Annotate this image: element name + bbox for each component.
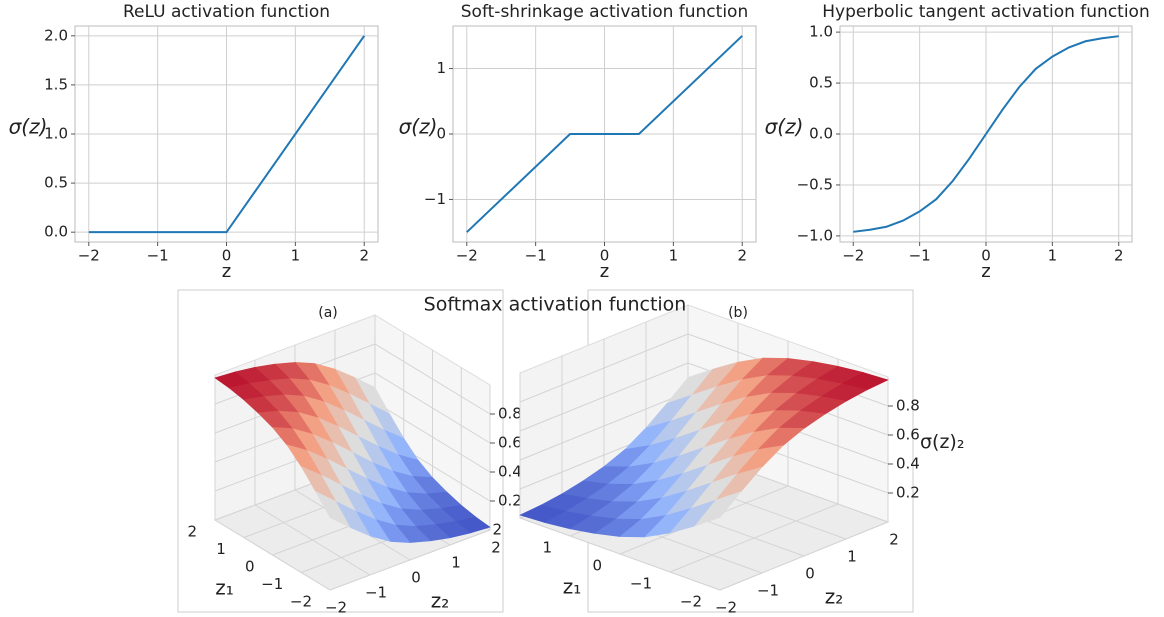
x-tick-label: −1 [630,575,652,593]
x-tick-label: −1 [261,575,283,593]
z-tick-label: 0.2 [498,492,522,510]
surface-cell [694,490,742,527]
y-tick-label: −0.5 [797,175,833,193]
x-axis-label: z [981,261,990,282]
z-tick-label: 0.4 [498,463,522,481]
x-tick-label: −2 [680,593,702,611]
grid-line [374,343,491,415]
y-axis-label: σ(z) [9,115,48,139]
x-tick-label: 1 [291,247,301,265]
grid-line [519,333,689,403]
grid-line [519,362,689,432]
y-tick-label: 0.5 [809,74,833,92]
y-tick-label: −2 [715,599,737,617]
x-tick-label: 1 [542,539,552,557]
chart-title: ReLU activation function [123,2,330,22]
x-tick-label: 1 [1048,247,1058,265]
y-axis-label: z₂ [825,585,844,609]
x-tick-label: 2 [737,247,747,265]
y-tick-label: 2 [491,539,501,557]
x-tick-label: 0 [245,558,255,576]
y-tick-label: −2 [325,599,347,617]
z-tick-label: 0.2 [896,484,920,502]
surface-cell [314,490,351,529]
grid-line [374,401,491,473]
y-tick-label: 0 [805,565,815,583]
y-tick-label: −1 [365,584,387,602]
x-tick-label: 2 [492,521,502,539]
y-tick-label: 1 [847,548,857,566]
figure-title: Softmax activation function [424,294,687,316]
x-tick-label: −1 [147,247,169,265]
z-tick-label: 0.4 [896,455,920,473]
y-tick-label: 1 [436,59,446,77]
x-tick-label: 0 [981,247,991,265]
grid-line [519,517,721,591]
x-tick-label: −2 [78,247,100,265]
x-tick-label: −2 [290,593,312,611]
chart-title: Soft-shrinkage activation function [461,2,748,22]
grid-line [374,372,491,444]
z-tick-label: 0.6 [498,434,522,452]
z-axis-label: σ(z)₂ [920,431,964,453]
y-tick-label: 0 [411,569,421,587]
z-tick-label: 0.6 [896,426,920,444]
x-tick-label: 1 [669,247,679,265]
y-axis-label: z₂ [431,589,450,613]
x-axis-label: z [600,261,609,282]
x-tick-label: 2 [1114,247,1124,265]
line [88,35,366,234]
y-tick-label: 1.0 [809,23,833,41]
y-tick-label: 1 [451,554,461,572]
x-axis-label: z₁ [563,575,582,599]
y-tick-label: 0.0 [809,125,833,143]
y-tick-label: −1.0 [797,226,833,244]
y-tick-label: 1.5 [44,75,68,93]
y-tick-label: −1 [757,582,779,600]
y-tick-label: 0.0 [44,223,68,241]
y-tick-label: −1 [424,190,446,208]
panel-title: (a) [318,305,338,321]
chart-title: Hyperbolic tangent activation function [822,2,1149,22]
y-axis-label: σ(z) [765,115,804,139]
y-tick-label: 2 [889,531,899,549]
z-tick-label: 0.8 [896,397,920,415]
grid-line [519,391,689,461]
y-tick-label: 1.0 [44,125,68,143]
x-tick-label: 0 [222,247,232,265]
y-axis-label: σ(z) [399,115,438,139]
x-tick-label: 2 [187,523,197,541]
x-tick-label: 1 [216,540,226,558]
x-axis-label: z [222,261,231,282]
z-tick-label: 0.8 [498,405,522,423]
x-tick-label: 0 [600,247,610,265]
y-tick-label: 2.0 [44,26,68,44]
grid-line [254,504,371,576]
x-tick-label: 2 [359,247,369,265]
x-tick-label: −2 [842,247,864,265]
x-tick-label: −1 [525,247,547,265]
x-axis-label: z₁ [215,576,234,600]
panel-title: (b) [728,305,748,321]
x-tick-label: 0 [592,557,602,575]
y-tick-label: 0.5 [44,174,68,192]
x-tick-label: −2 [456,247,478,265]
line [466,35,743,233]
grid-line [214,519,331,591]
line [853,35,1119,233]
x-tick-label: −1 [909,247,931,265]
y-tick-label: 0 [436,125,446,143]
